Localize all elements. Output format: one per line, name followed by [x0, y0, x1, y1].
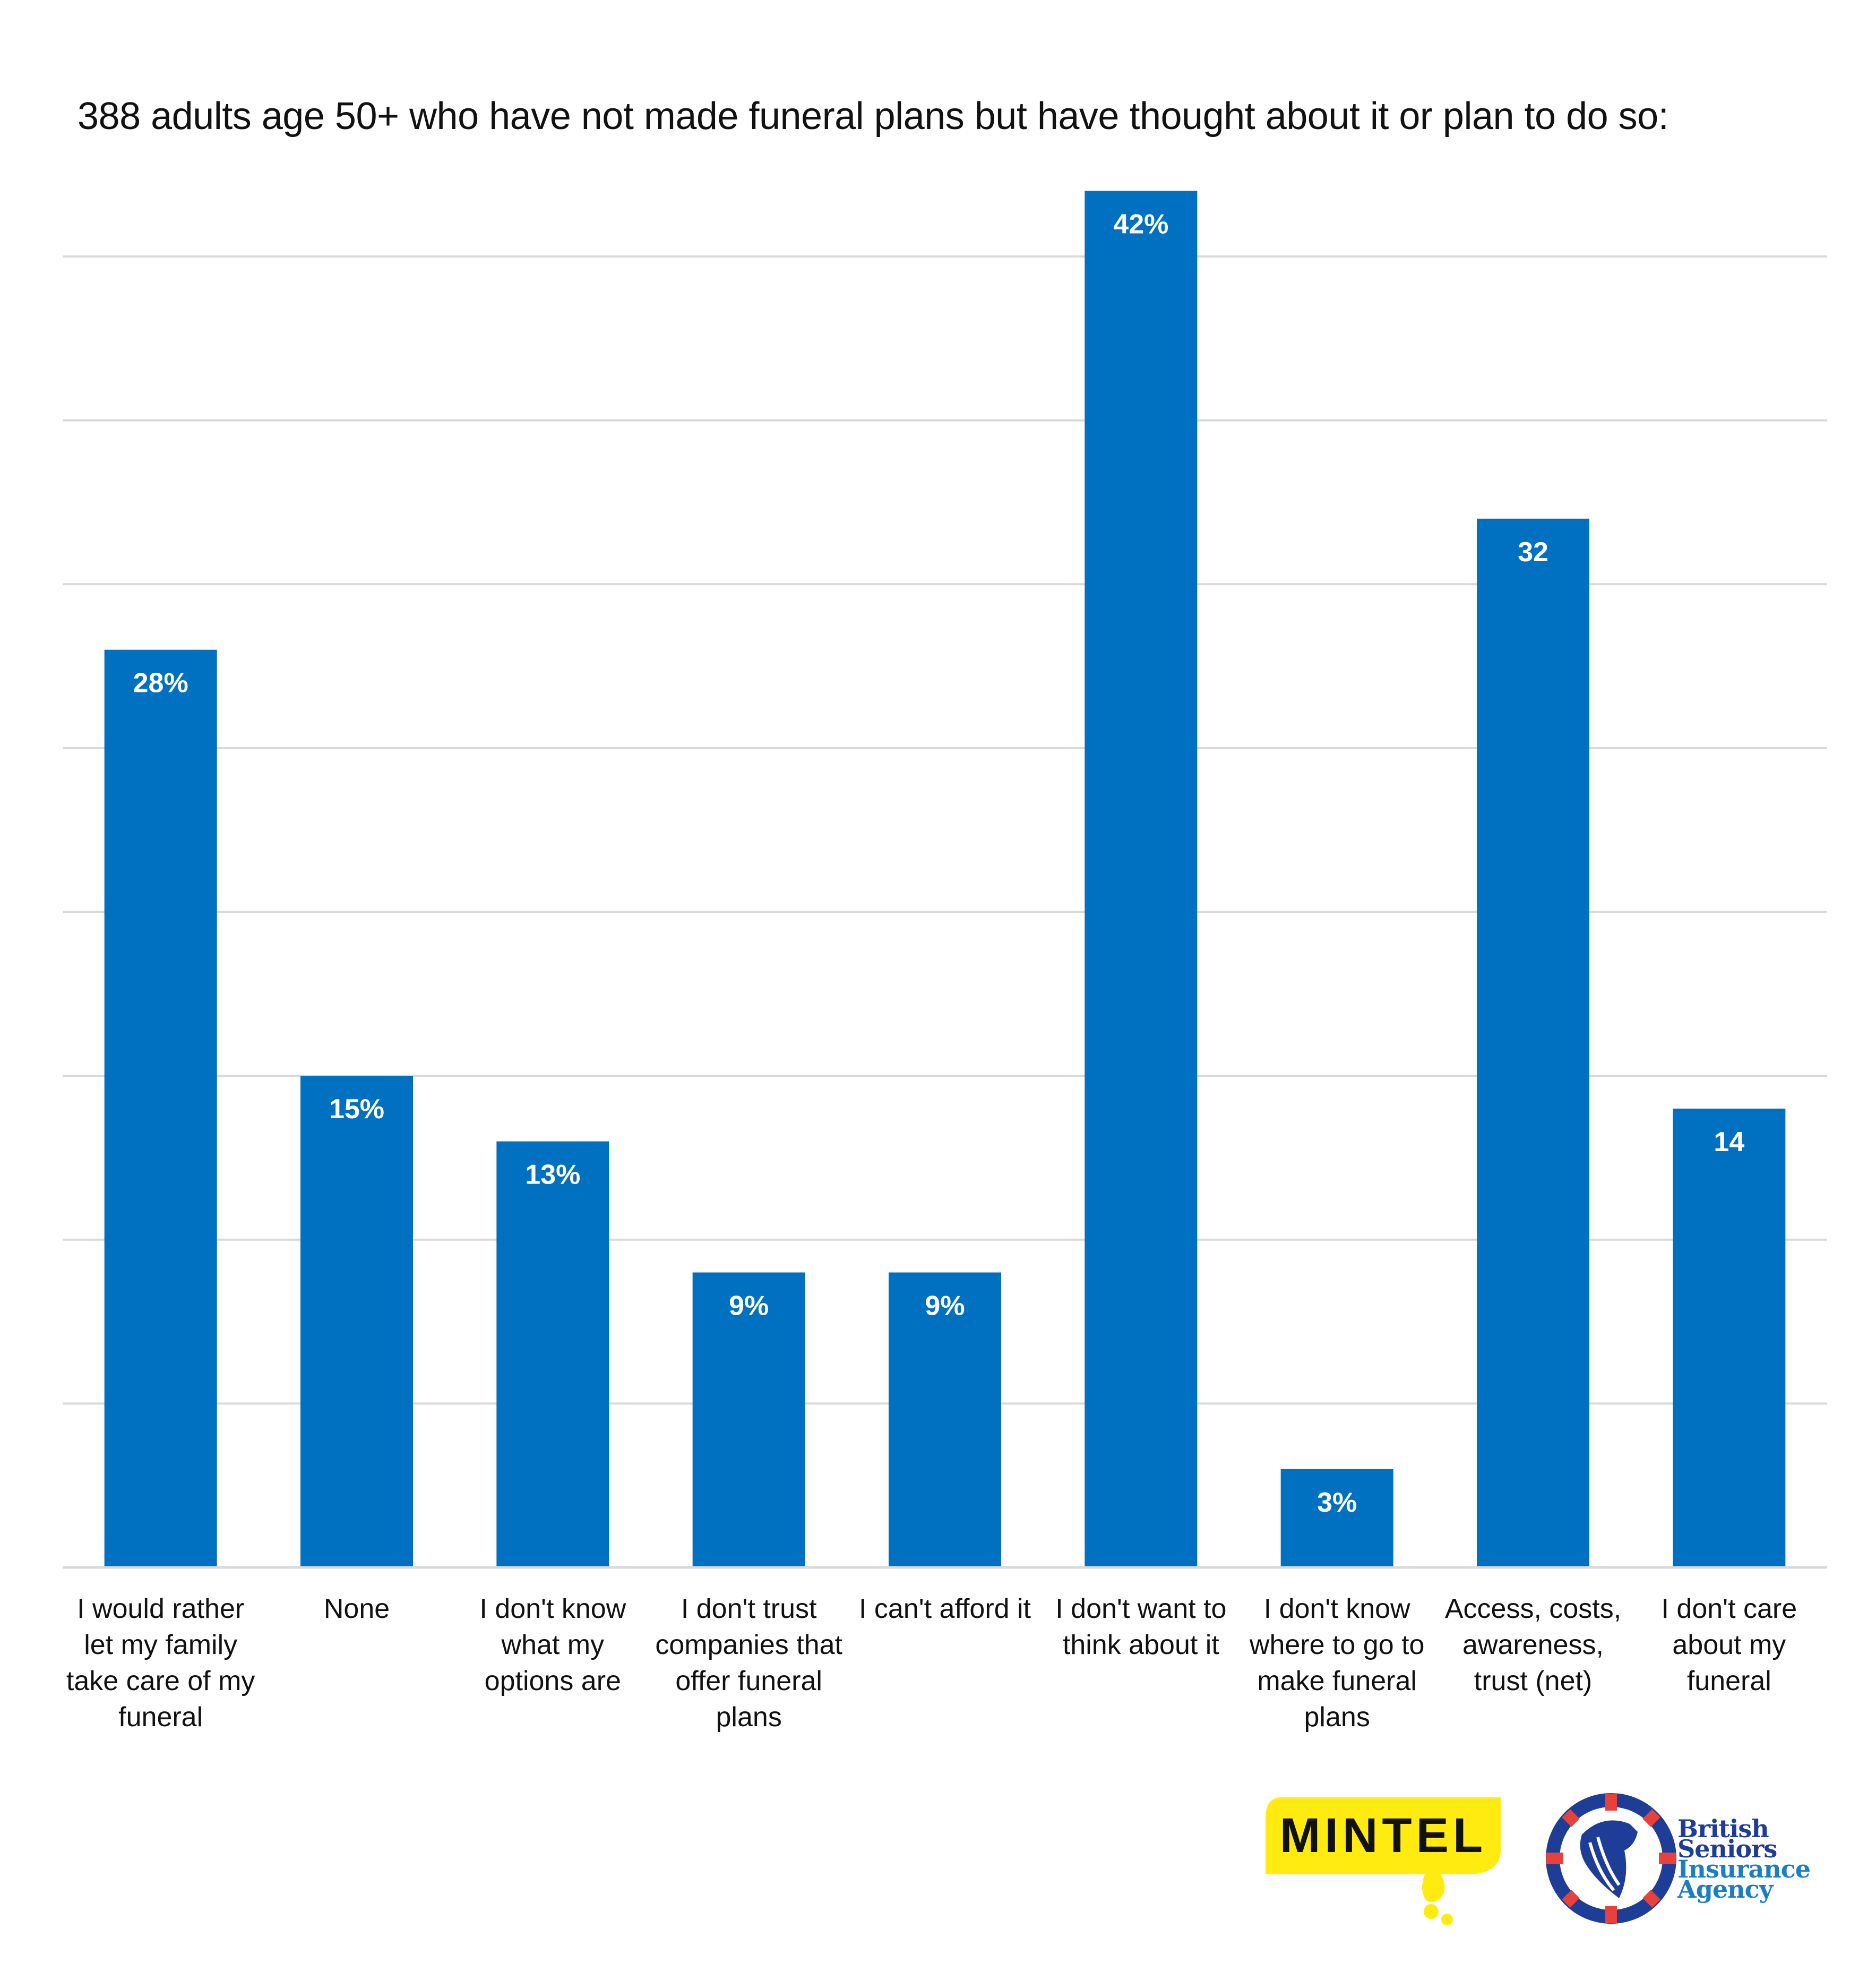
data-label: 14 — [1714, 1127, 1744, 1158]
bsia-logo — [1545, 1792, 1677, 1927]
bar — [1085, 191, 1198, 1567]
data-label: 13% — [525, 1160, 580, 1190]
bar — [104, 649, 217, 1567]
bar-chart: 28% I would rather let my family take care … — [63, 191, 1827, 1733]
category-label: None — [324, 1593, 390, 1624]
data-label: 3% — [1317, 1487, 1357, 1518]
svg-text:MINTEL: MINTEL — [1280, 1808, 1487, 1863]
data-label: 9% — [925, 1290, 965, 1321]
bar — [692, 1272, 805, 1567]
bar — [889, 1272, 1001, 1567]
bar — [300, 1076, 413, 1567]
chart-title: 388 adults age 50+ who have not made fun… — [78, 95, 1669, 138]
category-label: Access, costs, awareness, trust (net) — [1445, 1593, 1621, 1696]
bar — [1673, 1108, 1786, 1567]
category-label: I don't know what my options are — [479, 1593, 626, 1696]
category-label: I would rather let my family take care of … — [66, 1593, 255, 1733]
bar — [1477, 518, 1589, 1567]
data-label: 9% — [729, 1290, 769, 1321]
category-label: I don't want to think about it — [1055, 1593, 1226, 1660]
data-label: 32 — [1518, 537, 1548, 568]
category-label: I don't know where to go to make funeral pl… — [1249, 1593, 1425, 1733]
data-label: 28% — [133, 668, 188, 699]
data-label: 15% — [329, 1094, 384, 1125]
bar — [1280, 1469, 1393, 1567]
category-label: I don't trust companies that offer funeral… — [655, 1593, 842, 1733]
mintel-logo: MINTEL — [1266, 1797, 1504, 1933]
category-label: I can't afford it — [859, 1593, 1031, 1624]
bar — [496, 1141, 609, 1567]
category-label: I don't care about my funeral — [1662, 1593, 1797, 1696]
data-label: 42% — [1113, 209, 1168, 240]
bsia-logo-text: British Seniors Insurance Agency — [1677, 1814, 1811, 1904]
